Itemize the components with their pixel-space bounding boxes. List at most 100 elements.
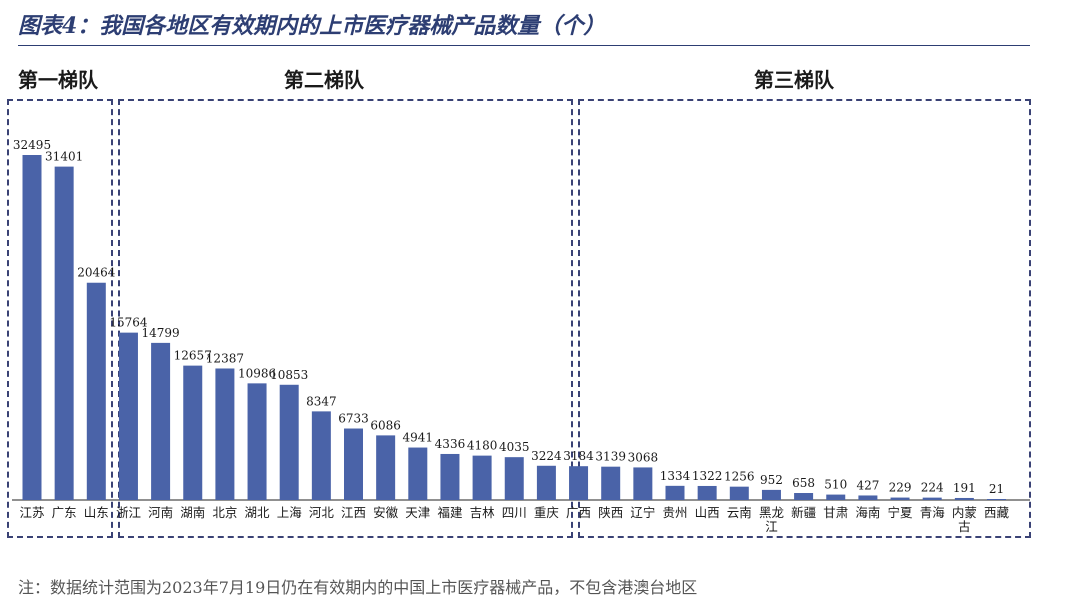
bar-宁夏	[890, 497, 910, 500]
category-label-青海: 青海	[920, 505, 946, 520]
category-label-海南: 海南	[855, 505, 880, 520]
value-label-湖南: 12657	[174, 349, 212, 363]
category-label-广西: 广西	[566, 505, 591, 520]
bar-福建	[440, 453, 460, 500]
value-label-河南: 14799	[142, 326, 180, 340]
category-label-河北: 河北	[309, 505, 335, 520]
value-label-云南: 1256	[724, 470, 755, 484]
bar-河南	[151, 342, 171, 500]
bar-四川	[504, 457, 524, 500]
bar-甘肃	[826, 494, 846, 500]
category-label-新疆: 新疆	[791, 505, 816, 520]
value-label-湖北: 10986	[238, 366, 276, 380]
value-label-甘肃: 510	[824, 478, 847, 492]
bar-安徽	[376, 435, 396, 500]
category-label-吉林: 吉林	[470, 505, 496, 520]
value-label-广西: 3184	[563, 449, 594, 463]
value-label-海南: 427	[856, 478, 879, 492]
category-label-河南: 河南	[148, 505, 173, 520]
bar-山东	[86, 282, 106, 500]
value-label-广东: 31401	[45, 150, 83, 164]
category-label-广东: 广东	[52, 505, 77, 520]
bar-云南	[729, 486, 749, 500]
category-label-云南: 云南	[727, 505, 752, 520]
tier-label-first: 第一梯队	[18, 68, 98, 92]
category-label-辽宁: 辽宁	[630, 505, 655, 520]
category-label-西藏: 西藏	[984, 505, 1010, 520]
bar-西藏	[987, 499, 1006, 500]
value-label-福建: 4336	[435, 437, 466, 451]
category-label-重庆: 重庆	[534, 505, 560, 520]
value-label-安徽: 6086	[370, 418, 401, 432]
bar-新疆	[794, 493, 814, 500]
category-label-山东: 山东	[84, 505, 109, 520]
bar-江西	[344, 428, 363, 500]
category-label-甘肃: 甘肃	[823, 505, 848, 520]
bar-广东	[54, 166, 74, 500]
value-label-黑龙江: 952	[760, 473, 783, 487]
bar-贵州	[665, 485, 685, 500]
bar-上海	[279, 384, 299, 500]
bar-天津	[408, 447, 428, 500]
value-label-江西: 6733	[338, 412, 369, 426]
bar-辽宁	[633, 467, 653, 500]
value-label-天津: 4941	[403, 431, 434, 445]
bar-吉林	[472, 455, 492, 500]
footnote: 注：数据统计范围为2023年7月19日仍在有效期内的中国上市医疗器械产品，不包含…	[18, 578, 698, 597]
category-label-北京: 北京	[212, 505, 237, 520]
value-label-陕西: 3139	[595, 450, 626, 464]
tier-label-third: 第三梯队	[754, 68, 834, 92]
bar-陕西	[601, 466, 621, 500]
value-label-西藏: 21	[989, 482, 1004, 496]
value-label-吉林: 4180	[467, 439, 498, 453]
value-label-宁夏: 229	[889, 481, 912, 495]
value-label-四川: 4035	[499, 440, 530, 454]
category-label-山西: 山西	[695, 505, 720, 520]
category-label-福建: 福建	[437, 505, 463, 520]
bar-浙江	[118, 332, 138, 500]
value-label-河北: 8347	[306, 394, 337, 408]
category-label-浙江: 浙江	[116, 505, 141, 520]
value-label-江苏: 32495	[13, 138, 51, 152]
bar-河北	[311, 411, 331, 500]
category-label-天津: 天津	[405, 505, 430, 520]
bar-海南	[858, 495, 878, 500]
bar-黑龙江	[761, 489, 781, 500]
tier-box-second	[118, 99, 573, 538]
category-label-上海: 上海	[277, 505, 303, 520]
category-labels-group: 江苏 广东 山东 浙江 河南 湖南 北京 湖北 上海 河北 江西 安徽 天津 福建 吉林 四川 重庆 广西 陕西 辽宁…	[19, 505, 1009, 534]
bars-group	[22, 155, 1006, 500]
category-label-湖北: 湖北	[245, 505, 271, 520]
value-label-内蒙古: 191	[953, 481, 976, 495]
title-divider	[18, 45, 1030, 46]
value-label-浙江: 15764	[109, 316, 148, 330]
category-label-陕西: 陕西	[598, 505, 623, 520]
bar-江苏	[22, 155, 42, 500]
value-label-贵州: 1334	[660, 469, 691, 483]
category-label-湖南: 湖南	[180, 505, 205, 520]
category-label-四川: 四川	[502, 505, 527, 520]
bar-湖北	[247, 383, 267, 500]
value-label-山西: 1322	[692, 469, 723, 483]
bar-湖南	[183, 365, 203, 500]
bar-北京	[215, 368, 235, 500]
category-label-内蒙古: 内蒙古	[952, 505, 977, 534]
category-label-安徽: 安徽	[373, 505, 399, 520]
value-label-青海: 224	[921, 481, 944, 495]
bar-内蒙古	[954, 497, 974, 500]
tier-box-first	[7, 99, 113, 538]
category-label-黑龙江: 黑龙江	[759, 505, 784, 534]
value-label-北京: 12387	[206, 351, 244, 365]
value-label-重庆: 3224	[531, 449, 562, 463]
value-label-上海: 10853	[270, 368, 308, 382]
tier-box-third	[578, 99, 1031, 538]
bar-青海	[922, 497, 942, 500]
category-label-贵州: 贵州	[662, 505, 687, 520]
bar-广西	[569, 466, 589, 500]
value-label-新疆: 658	[792, 476, 815, 490]
bar-重庆	[536, 465, 556, 500]
value-label-辽宁: 3068	[628, 450, 659, 464]
bar-山西	[697, 485, 717, 500]
